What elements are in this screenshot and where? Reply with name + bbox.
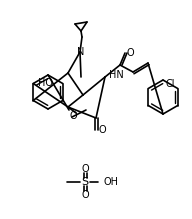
- Text: Cl: Cl: [165, 79, 175, 89]
- Text: HN: HN: [109, 70, 124, 80]
- Text: O: O: [98, 125, 106, 135]
- Text: O: O: [69, 111, 77, 121]
- Text: HO: HO: [38, 78, 53, 88]
- Text: O: O: [126, 48, 134, 58]
- Text: O: O: [81, 190, 89, 200]
- Text: S: S: [81, 177, 89, 187]
- Text: OH: OH: [103, 177, 118, 187]
- Text: N: N: [77, 47, 85, 57]
- Text: O: O: [81, 164, 89, 174]
